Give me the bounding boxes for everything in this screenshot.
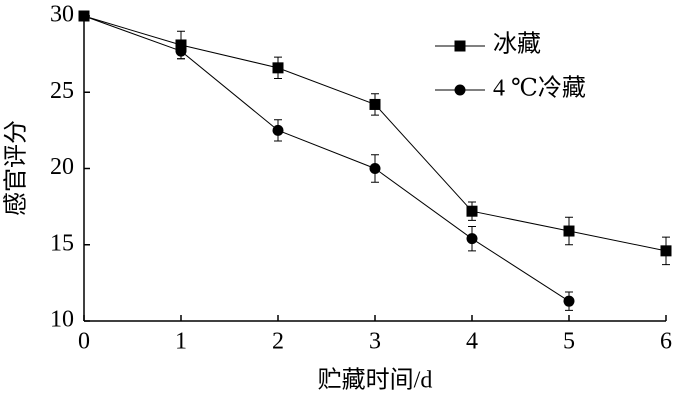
- data-point: [272, 124, 284, 136]
- data-point: [466, 233, 478, 245]
- legend-marker: [454, 40, 466, 52]
- series-line: [83, 15, 570, 302]
- y-tick-label: 25: [50, 78, 74, 104]
- data-point: [466, 205, 478, 217]
- legend-label: 冰藏: [493, 31, 541, 58]
- x-tick-label: 6: [660, 329, 672, 355]
- y-tick-label: 30: [50, 2, 74, 28]
- x-tick-label: 3: [369, 329, 381, 355]
- data-point: [660, 245, 672, 257]
- data-point: [175, 45, 187, 57]
- x-tick-label: 2: [272, 329, 284, 355]
- legend-label: 4 ℃冷藏: [493, 75, 586, 102]
- series-line: [83, 15, 667, 252]
- data-point: [369, 98, 381, 110]
- y-axis-label: 感官评分: [3, 120, 30, 216]
- x-tick-label: 5: [563, 329, 575, 355]
- y-tick-label: 15: [50, 230, 74, 256]
- data-point: [563, 225, 575, 237]
- x-tick-label: 0: [78, 329, 90, 355]
- data-point: [272, 62, 284, 74]
- data-point: [369, 163, 381, 174]
- x-tick-label: 4: [466, 329, 478, 355]
- data-point: [78, 10, 90, 22]
- y-tick-label: 10: [50, 307, 74, 333]
- data-point: [563, 295, 575, 307]
- x-axis-label: 贮藏时间/d: [318, 367, 433, 394]
- x-tick-label: 1: [175, 329, 187, 355]
- y-tick-label: 20: [50, 154, 74, 180]
- legend-marker: [454, 84, 466, 96]
